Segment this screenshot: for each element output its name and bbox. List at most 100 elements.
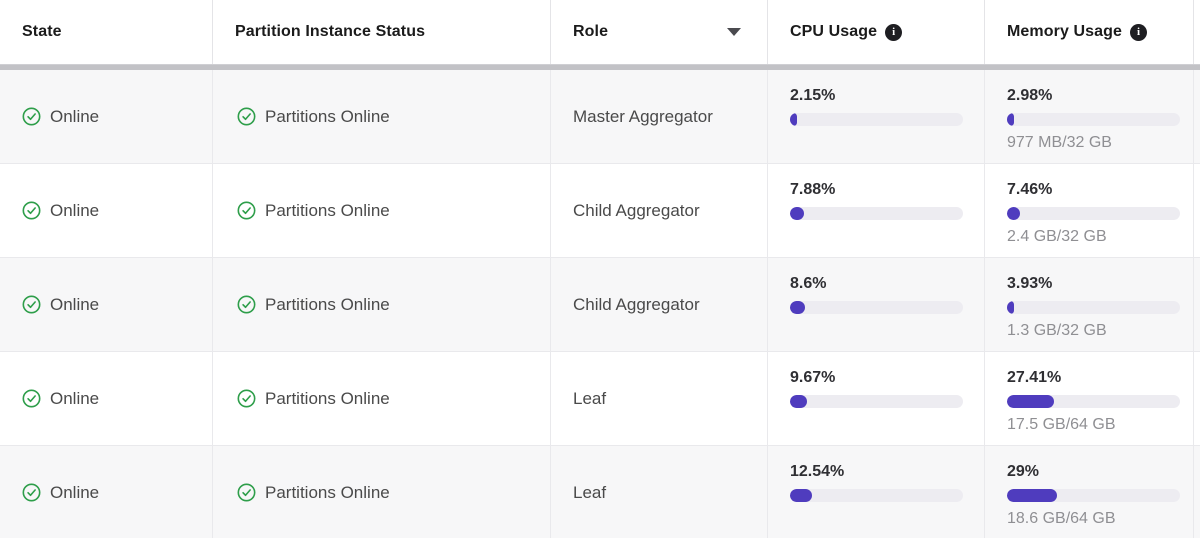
memory-percent-label: 7.46%: [1007, 181, 1053, 198]
check-circle-icon: [22, 389, 41, 408]
partition-status-label: Partitions Online: [265, 482, 390, 502]
memory-progress-fill: [1007, 489, 1058, 502]
memory-progress-bar: [1007, 489, 1180, 502]
role-label: Child Aggregator: [573, 200, 700, 220]
memory-progress-bar: [1007, 207, 1180, 220]
table-body: Online Partitions Online Master Aggregat…: [0, 70, 1200, 538]
cpu-usage-cell: 12.54%: [768, 446, 985, 538]
memory-usage-cell: 3.93% 1.3 GB/32 GB: [985, 258, 1194, 351]
state-label: Online: [50, 388, 100, 408]
info-icon[interactable]: i: [1130, 23, 1148, 41]
cpu-progress-bar: [790, 489, 963, 502]
state-label: Online: [50, 294, 100, 314]
column-header-spacer: [1194, 0, 1200, 64]
role-label: Master Aggregator: [573, 106, 713, 126]
partition-status-cell: Partitions Online: [213, 352, 551, 445]
cpu-progress-fill: [790, 113, 797, 126]
check-circle-icon: [237, 295, 256, 314]
role-cell: Child Aggregator: [551, 164, 768, 257]
partition-status-cell: Partitions Online: [213, 446, 551, 538]
role-cell: Leaf: [551, 446, 768, 538]
memory-usage-cell: 29% 18.6 GB/64 GB: [985, 446, 1194, 538]
memory-detail-label: 17.5 GB/64 GB: [1007, 416, 1116, 433]
partition-status-label: Partitions Online: [265, 200, 390, 220]
table-row[interactable]: Online Partitions Online Leaf 9.67% 27.4…: [0, 352, 1200, 446]
row-spacer: [1194, 446, 1200, 538]
memory-progress-fill: [1007, 395, 1055, 408]
cpu-usage-cell: 7.88%: [768, 164, 985, 257]
memory-percent-label: 2.98%: [1007, 87, 1053, 104]
role-label: Leaf: [573, 388, 607, 408]
check-circle-icon: [22, 201, 41, 220]
column-label: Memory Usage: [1007, 23, 1123, 40]
partition-status-cell: Partitions Online: [213, 164, 551, 257]
row-spacer: [1194, 258, 1200, 351]
check-circle-icon: [22, 107, 41, 126]
memory-progress-fill: [1007, 301, 1014, 314]
check-circle-icon: [237, 201, 256, 220]
cpu-usage-cell: 8.6%: [768, 258, 985, 351]
table-row[interactable]: Online Partitions Online Master Aggregat…: [0, 70, 1200, 164]
horizontal-scrollbar[interactable]: [0, 64, 1200, 70]
table-header-row: State Partition Instance Status Role CPU…: [0, 0, 1200, 64]
state-cell: Online: [0, 446, 213, 538]
table-row[interactable]: Online Partitions Online Child Aggregato…: [0, 164, 1200, 258]
column-header-state: State: [0, 0, 213, 64]
memory-detail-label: 977 MB/32 GB: [1007, 134, 1112, 151]
cpu-percent-label: 8.6%: [790, 275, 827, 292]
partition-status-cell: Partitions Online: [213, 258, 551, 351]
check-circle-icon: [22, 295, 41, 314]
row-spacer: [1194, 352, 1200, 445]
state-cell: Online: [0, 258, 213, 351]
cpu-progress-bar: [790, 113, 963, 126]
state-cell: Online: [0, 352, 213, 445]
state-cell: Online: [0, 70, 213, 163]
row-spacer: [1194, 70, 1200, 163]
info-icon[interactable]: i: [885, 23, 903, 41]
scrollbar-thumb[interactable]: [0, 64, 1200, 70]
role-label: Leaf: [573, 482, 607, 502]
role-cell: Master Aggregator: [551, 70, 768, 163]
column-header-partition-status: Partition Instance Status: [213, 0, 551, 64]
cpu-progress-fill: [790, 395, 807, 408]
column-label: State: [22, 23, 62, 40]
cpu-progress-bar: [790, 301, 963, 314]
cpu-usage-cell: 9.67%: [768, 352, 985, 445]
role-cell: Child Aggregator: [551, 258, 768, 351]
cpu-progress-bar: [790, 395, 963, 408]
memory-percent-label: 27.41%: [1007, 369, 1062, 386]
column-label: Role: [573, 23, 609, 40]
table-row[interactable]: Online Partitions Online Child Aggregato…: [0, 258, 1200, 352]
check-circle-icon: [237, 389, 256, 408]
memory-percent-label: 3.93%: [1007, 275, 1053, 292]
table-row[interactable]: Online Partitions Online Leaf 12.54% 29%: [0, 446, 1200, 538]
memory-detail-label: 18.6 GB/64 GB: [1007, 510, 1116, 527]
row-spacer: [1194, 164, 1200, 257]
cpu-progress-fill: [790, 207, 804, 220]
partition-status-label: Partitions Online: [265, 106, 390, 126]
cpu-percent-label: 2.15%: [790, 87, 836, 104]
cpu-percent-label: 7.88%: [790, 181, 836, 198]
column-header-cpu-usage: CPU Usage i: [768, 0, 985, 64]
cpu-usage-cell: 2.15%: [768, 70, 985, 163]
partition-status-label: Partitions Online: [265, 388, 390, 408]
memory-progress-bar: [1007, 113, 1180, 126]
cpu-percent-label: 12.54%: [790, 463, 845, 480]
memory-progress-bar: [1007, 301, 1180, 314]
column-label: Partition Instance Status: [235, 23, 426, 40]
partition-status-label: Partitions Online: [265, 294, 390, 314]
memory-usage-cell: 7.46% 2.4 GB/32 GB: [985, 164, 1194, 257]
memory-usage-cell: 27.41% 17.5 GB/64 GB: [985, 352, 1194, 445]
state-label: Online: [50, 106, 100, 126]
memory-usage-cell: 2.98% 977 MB/32 GB: [985, 70, 1194, 163]
memory-detail-label: 2.4 GB/32 GB: [1007, 228, 1107, 245]
check-circle-icon: [237, 107, 256, 126]
check-circle-icon: [237, 483, 256, 502]
state-cell: Online: [0, 164, 213, 257]
memory-progress-bar: [1007, 395, 1180, 408]
cpu-progress-bar: [790, 207, 963, 220]
column-header-role[interactable]: Role: [551, 0, 768, 64]
caret-down-icon[interactable]: [727, 28, 741, 36]
state-label: Online: [50, 200, 100, 220]
